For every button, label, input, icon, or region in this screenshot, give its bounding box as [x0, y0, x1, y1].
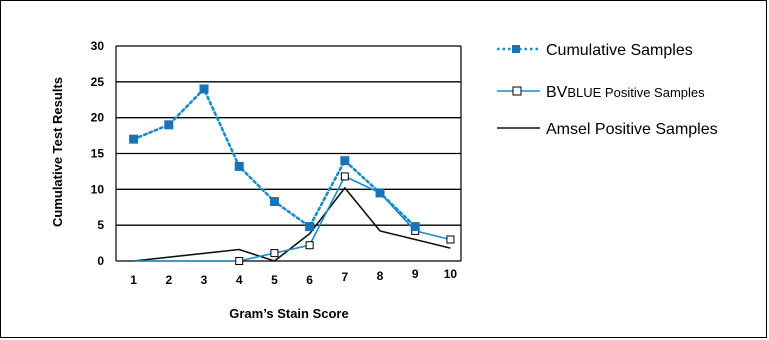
- x-tick-label: 10: [444, 267, 458, 281]
- data-point: [269, 197, 279, 207]
- legend: Cumulative Samples BVBLUE Positive Sampl…: [497, 42, 718, 138]
- series-0: [129, 84, 420, 232]
- data-point: [340, 172, 349, 181]
- y-tick-label: 15: [91, 147, 105, 161]
- data-point: [234, 161, 244, 171]
- y-tick-label: 10: [91, 182, 105, 196]
- y-tick-label: 20: [91, 111, 105, 125]
- x-tick-label: 2: [165, 273, 172, 287]
- x-tick-label: 7: [341, 270, 348, 284]
- y-tick-label: 30: [91, 39, 105, 53]
- data-point: [375, 188, 385, 198]
- y-tick-label: 5: [97, 218, 104, 232]
- data-point: [305, 241, 314, 250]
- data-point: [199, 84, 209, 94]
- legend-label-amsel: Amsel Positive Samples: [546, 121, 718, 138]
- legend-item-bvblue: BVBLUE Positive Samples: [497, 84, 705, 101]
- series-layer: [129, 84, 455, 265]
- y-tick-labels: 0 5 10 15 20 25 30: [91, 39, 105, 268]
- y-tick-label: 25: [91, 75, 105, 89]
- y-tick-label: 0: [97, 254, 104, 268]
- legend-swatch-marker: [512, 45, 520, 53]
- legend-label-cumulative: Cumulative Samples: [546, 42, 693, 59]
- series-line: [133, 175, 451, 262]
- data-point: [410, 222, 420, 232]
- x-tick-label: 1: [130, 273, 137, 287]
- x-tick-label: 8: [377, 269, 384, 283]
- data-point: [446, 235, 455, 244]
- data-point: [129, 134, 139, 144]
- x-tick-label: 9: [412, 267, 419, 281]
- data-point: [340, 156, 350, 166]
- x-axis-label: Gram’s Stain Score: [229, 306, 348, 321]
- data-point: [305, 222, 315, 232]
- data-point: [164, 120, 174, 130]
- series-2: [133, 187, 451, 262]
- legend-label-bvblue-rest: BLUE Positive Samples: [567, 85, 705, 100]
- x-tick-label: 3: [201, 273, 208, 287]
- legend-item-cumulative: Cumulative Samples: [497, 42, 693, 59]
- y-axis-label: Cumulative Test Results: [50, 77, 65, 227]
- x-tick-label: 5: [271, 273, 278, 287]
- x-tick-label: 4: [236, 273, 243, 287]
- x-tick-labels: 1 2 3 4 5 6 7 8 9 10: [130, 267, 457, 287]
- legend-label-bv-prefix: BV: [546, 84, 568, 101]
- data-point: [270, 249, 279, 258]
- legend-swatch-marker: [512, 86, 522, 96]
- series-line: [133, 187, 451, 262]
- x-tick-label: 6: [306, 273, 313, 287]
- data-point: [235, 257, 244, 265]
- legend-item-amsel: Amsel Positive Samples: [497, 121, 718, 138]
- gridlines: [116, 45, 461, 226]
- legend-label-bvblue: BVBLUE Positive Samples: [546, 84, 705, 101]
